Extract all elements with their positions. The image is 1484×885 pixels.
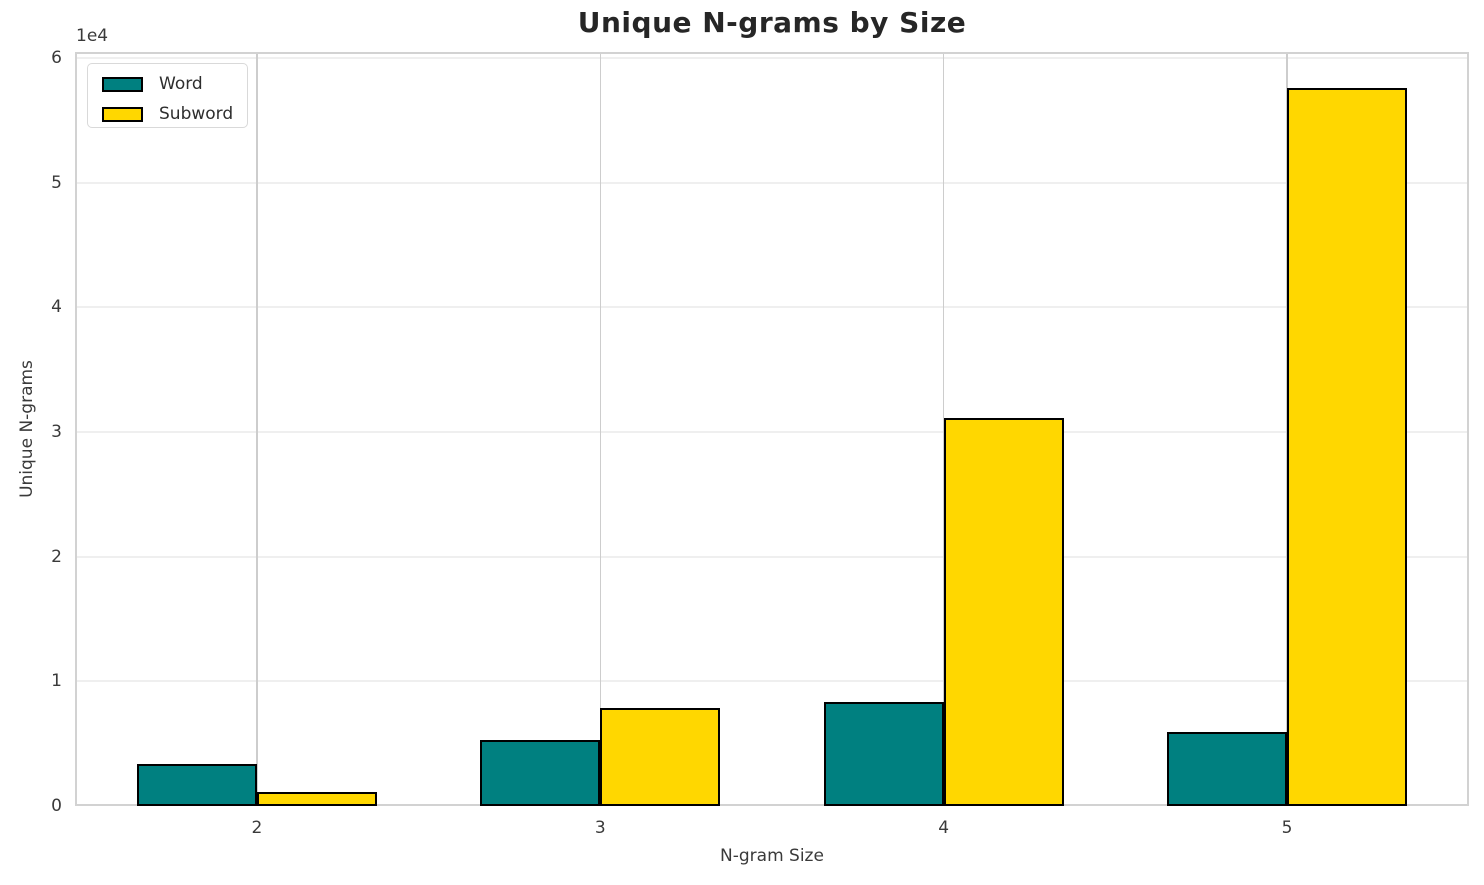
- bar-word-3: [480, 739, 601, 806]
- bar-subword-3: [600, 707, 721, 806]
- bar-word-2: [136, 764, 257, 806]
- x-tick-label: 5: [1281, 818, 1293, 838]
- legend: Word Subword: [87, 63, 248, 128]
- bar-word-5: [1166, 731, 1288, 806]
- x-tick-label: 2: [251, 818, 263, 838]
- y-gridline: [75, 181, 1469, 184]
- y-tick-label: 5: [51, 172, 62, 193]
- y-gridline: [75, 431, 1469, 434]
- y-tick-label: 1: [51, 671, 62, 692]
- x-tick-label: 3: [594, 818, 606, 838]
- y-tick-label: 6: [51, 48, 62, 69]
- x-gridline: [599, 52, 602, 806]
- bar-word-4: [823, 701, 944, 806]
- y-gridline: [75, 57, 1469, 60]
- legend-label-subword: Subword: [159, 104, 234, 124]
- bar-subword-2: [256, 792, 378, 806]
- legend-swatch-subword-icon: [102, 106, 143, 122]
- legend-item-subword: Subword: [102, 102, 247, 126]
- legend-swatch-word-icon: [102, 76, 143, 92]
- x-gridline: [256, 52, 258, 806]
- y-gridline: [75, 680, 1469, 683]
- chart-title: Unique N-grams by Size: [577, 6, 967, 39]
- bar-subword-4: [943, 418, 1064, 806]
- y-tick-label: 2: [51, 546, 62, 567]
- y-tick-label: 3: [51, 422, 62, 443]
- x-axis-label: N-gram Size: [720, 846, 824, 866]
- bar-subword-5: [1287, 88, 1408, 806]
- y-tick-label: 4: [51, 297, 62, 318]
- legend-label-word: Word: [159, 74, 203, 94]
- plot-area: [75, 52, 1469, 806]
- y-gridline: [75, 306, 1469, 309]
- y-axis-offset-label: 1e4: [76, 26, 109, 46]
- x-tick-label: 4: [938, 818, 950, 838]
- legend-item-word: Word: [102, 72, 247, 96]
- y-gridline: [75, 555, 1469, 558]
- y-tick-label: 0: [51, 796, 62, 816]
- axes-spines: [75, 52, 1469, 806]
